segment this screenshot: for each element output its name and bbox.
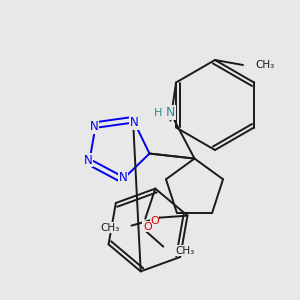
Text: O: O [150,216,159,226]
Text: O: O [143,222,152,232]
Text: N: N [89,121,98,134]
Text: N: N [119,171,128,184]
Text: N: N [130,116,138,129]
Text: CH₃: CH₃ [255,60,274,70]
Text: N: N [84,154,93,166]
Text: CH₃: CH₃ [175,246,194,256]
Text: N: N [166,106,175,119]
Text: H: H [154,108,163,118]
Text: CH₃: CH₃ [100,223,119,232]
